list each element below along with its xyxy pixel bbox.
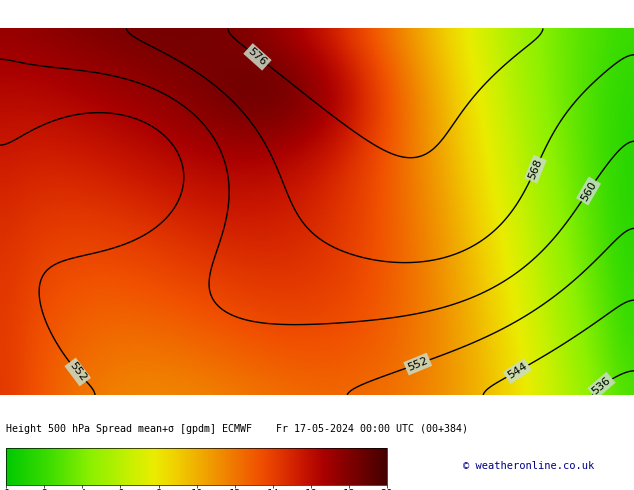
Text: Height 500 hPa Spread mean+σ [gpdm] ECMWF    Fr 17-05-2024 00:00 UTC (00+384): Height 500 hPa Spread mean+σ [gpdm] ECMW… [6, 424, 469, 434]
Text: 552: 552 [67, 361, 88, 384]
Text: © weatheronline.co.uk: © weatheronline.co.uk [463, 461, 594, 470]
Text: 560: 560 [579, 179, 598, 202]
Text: 552: 552 [406, 355, 429, 373]
Text: 568: 568 [527, 157, 544, 181]
Text: 576: 576 [246, 46, 269, 68]
Text: 536: 536 [590, 375, 612, 396]
Text: 544: 544 [506, 361, 529, 381]
